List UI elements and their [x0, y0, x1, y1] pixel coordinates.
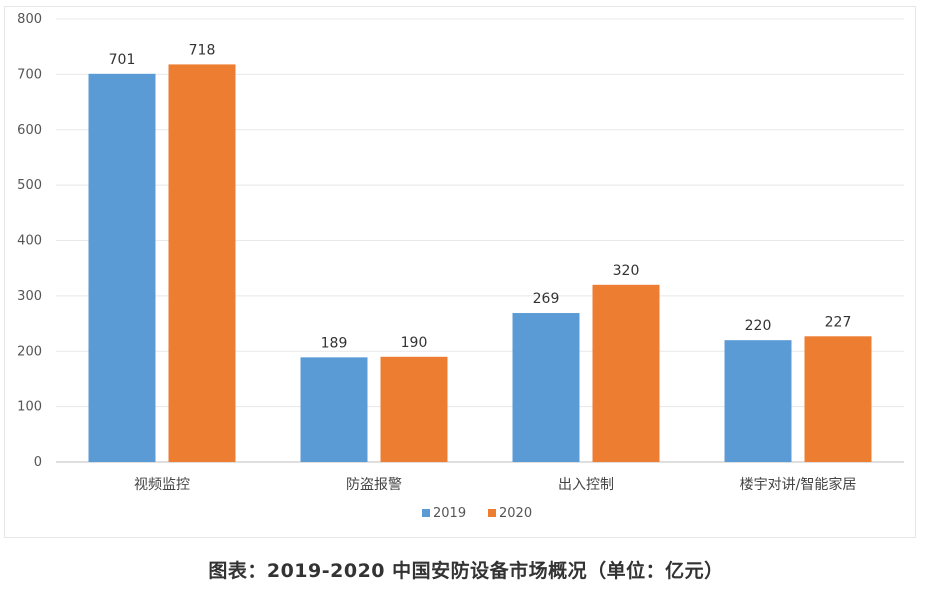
bar-chart: 0 100 200 300 400 500 600 700 800 701 718 189 190 26… — [17, 12, 904, 521]
data-label: 189 — [321, 335, 348, 351]
bar-2020-2 — [380, 356, 448, 462]
data-label: 718 — [189, 42, 216, 58]
data-label: 190 — [401, 335, 428, 351]
legend-swatch-2019 — [422, 509, 430, 517]
y-tick-label: 600 — [17, 123, 42, 138]
y-tick-label: 700 — [17, 67, 42, 82]
bar-2019-1 — [88, 73, 156, 462]
y-tick-label: 500 — [17, 178, 42, 193]
y-axis-ticks: 0 100 200 300 400 500 600 700 800 — [17, 12, 42, 470]
y-tick-label: 200 — [17, 344, 42, 359]
category-label: 楼宇对讲/智能家居 — [740, 476, 857, 493]
data-label: 320 — [613, 263, 640, 279]
data-label: 269 — [533, 291, 560, 307]
legend-label: 2020 — [499, 506, 532, 521]
y-tick-label: 100 — [17, 400, 42, 415]
legend-swatch-2020 — [488, 509, 496, 517]
x-axis-categories: 视频监控 防盗报警 出入控制 楼宇对讲/智能家居 — [134, 476, 856, 493]
bar-2019-4 — [724, 340, 792, 462]
legend-label: 2019 — [433, 506, 466, 521]
bar-2020-1 — [168, 64, 236, 462]
y-tick-label: 0 — [34, 455, 42, 470]
data-label: 227 — [825, 314, 852, 330]
category-label: 视频监控 — [134, 477, 190, 493]
bar-2020-4 — [804, 336, 872, 462]
bar-2019-3 — [512, 313, 580, 462]
category-label: 防盗报警 — [346, 477, 402, 493]
chart-caption: 图表：2019-2020 中国安防设备市场概况（单位：亿元） — [208, 560, 724, 582]
bars — [88, 64, 872, 462]
legend: 2019 2020 — [422, 506, 532, 521]
y-tick-label: 300 — [17, 289, 42, 304]
data-label: 701 — [109, 52, 136, 68]
data-label: 220 — [745, 318, 772, 334]
y-tick-label: 800 — [17, 12, 42, 27]
data-labels: 701 718 189 190 269 320 220 227 — [109, 42, 852, 351]
category-label: 出入控制 — [558, 477, 614, 493]
bar-2019-2 — [300, 357, 368, 462]
bar-2020-3 — [592, 284, 660, 462]
y-tick-label: 400 — [17, 234, 42, 249]
